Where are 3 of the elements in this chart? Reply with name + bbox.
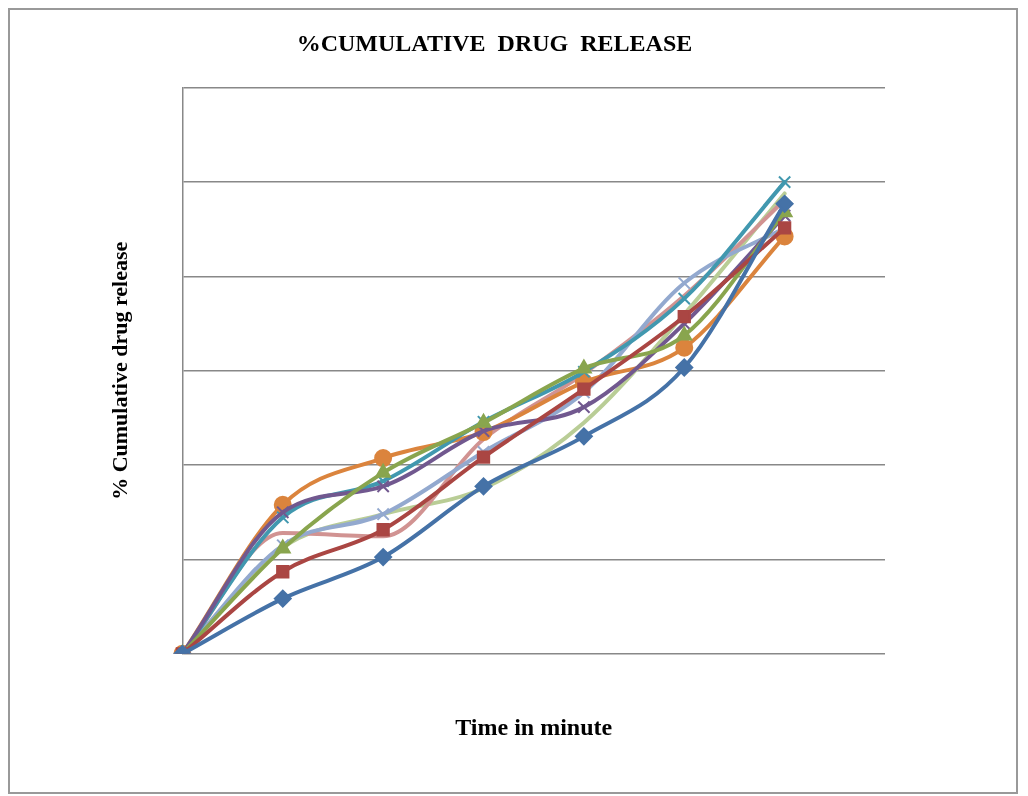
- x-axis-title: Time in minute: [455, 713, 613, 740]
- y-axis-title: % Cumulative drug release: [106, 241, 132, 500]
- chart-title: %CUMULATIVE DRUG RELEASE: [296, 29, 693, 56]
